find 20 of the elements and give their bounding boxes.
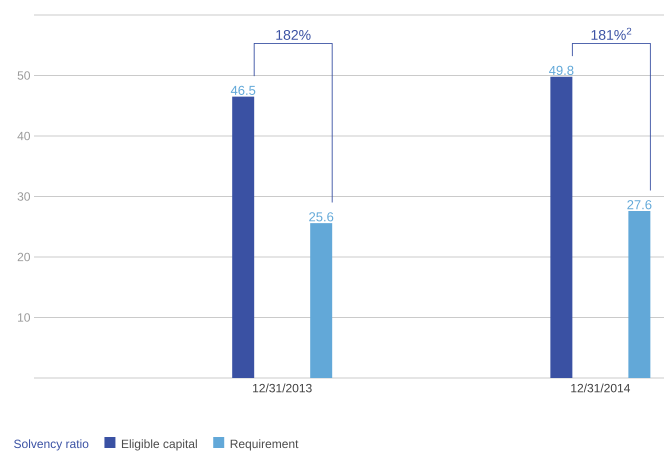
legend-label: Eligible capital	[122, 439, 197, 450]
x-tick-label: 12/31/2013	[253, 384, 312, 392]
data-label: 46.5	[230, 86, 256, 95]
bar	[550, 76, 572, 378]
y-tick-label: 10	[18, 313, 30, 322]
data-label: 49.8	[549, 66, 574, 76]
annotation: 181%$^{2}$	[592, 28, 632, 40]
legend-title: Solvency ratio	[14, 439, 88, 450]
y-tick-label: 30	[18, 192, 30, 201]
y-tick-label: 40	[17, 132, 30, 140]
y-tick-label: 20	[18, 252, 30, 262]
bar	[310, 223, 332, 378]
bar	[628, 211, 650, 378]
data-label: 25.6	[309, 212, 334, 222]
data-label: 27.6	[627, 200, 652, 210]
legend-label: Requirement	[230, 439, 298, 450]
x-tick-label: 12/31/2014	[571, 384, 630, 392]
annotation: 182%	[276, 30, 311, 40]
bar	[232, 96, 254, 378]
y-tick-label: 50	[18, 71, 30, 80]
